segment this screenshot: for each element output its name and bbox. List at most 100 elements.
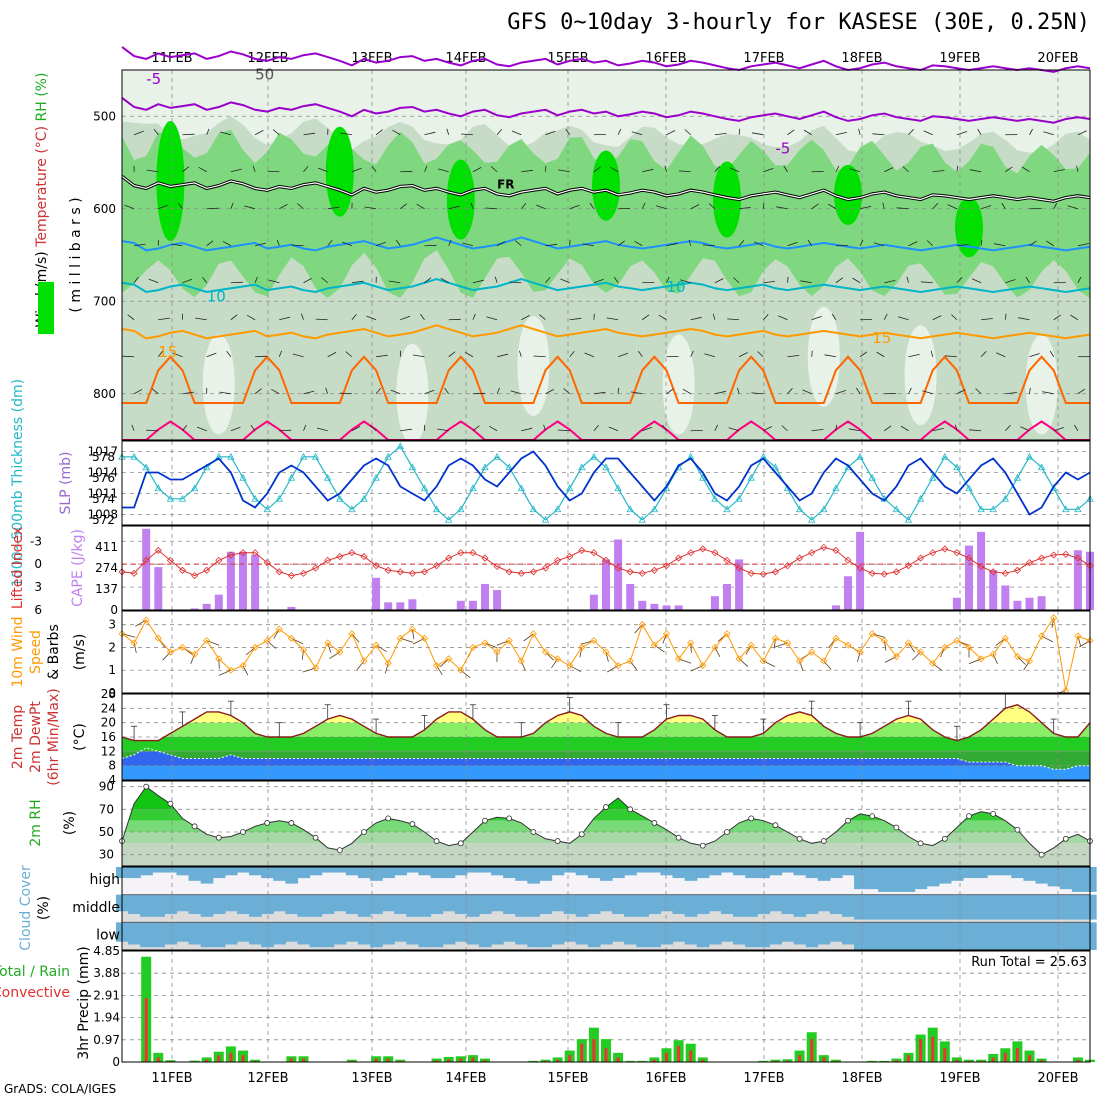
rh2m-point xyxy=(144,784,149,789)
cloud-bar-low xyxy=(237,922,250,941)
cape-bar xyxy=(1038,596,1046,610)
cloud-bar-high xyxy=(176,867,189,875)
contour-label: -5 xyxy=(775,139,790,157)
temp-axis-label: 2m Temp xyxy=(10,705,26,769)
cape-bar xyxy=(735,559,743,610)
cloud-bar-high xyxy=(806,867,819,878)
cloud-bar-middle xyxy=(854,895,867,920)
cloud-bar-middle xyxy=(685,895,698,917)
cloud-bar-high xyxy=(902,867,915,892)
cloud-bar-high xyxy=(939,867,952,884)
cloud-bar-low xyxy=(915,922,928,950)
cloud-bar-low xyxy=(285,922,298,941)
upper-air-panel: -5-5FR1010151550 xyxy=(122,47,1090,444)
cloud-bar-high xyxy=(140,867,153,875)
cloud-axis-label: (%) xyxy=(36,896,52,920)
cloud-bar-low xyxy=(660,922,673,944)
contour-label: 10 xyxy=(207,287,226,305)
pressure-tick: 500 xyxy=(93,109,116,123)
temp-panel xyxy=(122,694,1090,780)
temp-axis-label: (°C) xyxy=(72,723,88,751)
rh2m-point xyxy=(1039,852,1044,857)
wind-tick: 3 xyxy=(108,618,116,632)
cloud-bar-low xyxy=(1060,922,1073,950)
rh-saturated-cell xyxy=(156,121,184,241)
cloud-bar-high xyxy=(479,867,492,873)
rh-saturated-cell xyxy=(447,160,475,240)
precip-conv-bar xyxy=(1016,1048,1019,1062)
date-label-bottom: 20FEB xyxy=(1037,1071,1078,1086)
precip-conv-bar xyxy=(157,1057,160,1062)
cloud-bar-high xyxy=(1023,867,1036,881)
cloud-bar-middle xyxy=(1023,895,1036,920)
axis-label-part: CAPE (J/kg) xyxy=(70,529,86,607)
cloud-bar-low xyxy=(999,922,1012,950)
cloud-bar-low xyxy=(261,922,274,947)
cloud-bar-middle xyxy=(987,895,1000,920)
cape-bar xyxy=(626,584,634,610)
precip-axis-label: 3hr Precip (mm) xyxy=(76,946,92,1059)
cloud-bar-middle xyxy=(418,895,431,917)
cloud-bar-high xyxy=(1048,867,1061,886)
cloud-bar-low xyxy=(394,922,407,941)
cape-bar xyxy=(711,596,719,610)
cloud-bar-middle xyxy=(1072,895,1085,920)
cloud-bar-low xyxy=(310,922,323,947)
cloud-bar-middle xyxy=(479,895,492,914)
cloud-bar-low xyxy=(1011,922,1024,950)
cape-bar xyxy=(396,602,404,610)
pressure-tick: 800 xyxy=(93,387,116,401)
cape-bar xyxy=(408,599,416,610)
cloud-bar-low xyxy=(346,922,359,941)
cape-bar xyxy=(154,567,162,610)
cape-bar xyxy=(469,601,477,610)
wind-tick: 1 xyxy=(108,663,116,677)
wind-tick: 2 xyxy=(108,640,116,654)
axis-label-part: & Barbs xyxy=(46,624,62,680)
cloud-bar-middle xyxy=(128,895,141,914)
cloud-bar-middle xyxy=(878,895,891,920)
cloud-bar-high xyxy=(721,867,734,873)
rh2m-point xyxy=(216,835,221,840)
rh-tick: 90 xyxy=(99,780,114,794)
rh2m-point xyxy=(1063,836,1068,841)
cloud-bar-low xyxy=(588,922,601,947)
cape-bar xyxy=(844,576,852,610)
cloud-bar-low xyxy=(624,922,637,944)
cloud-bar-low xyxy=(418,922,431,947)
temp-tick: 20 xyxy=(101,716,116,730)
cloud-bar-low xyxy=(552,922,565,944)
cloud-bar-middle xyxy=(225,895,238,912)
cloud-bar-high xyxy=(1036,867,1049,884)
cape-bar xyxy=(723,584,731,610)
rh2m-point xyxy=(192,824,197,829)
rh2m-point xyxy=(386,816,391,821)
cloud-bar-high xyxy=(660,867,673,875)
cloud-bar-high xyxy=(310,867,323,875)
cloud-bar-middle xyxy=(189,895,202,914)
precip-conv-bar xyxy=(217,1055,220,1062)
cloud-bar-middle xyxy=(818,895,831,912)
cloud-bar-high xyxy=(685,867,698,881)
precip-conv-bar xyxy=(387,1059,390,1062)
rh2m-point xyxy=(362,830,367,835)
dew-band-low xyxy=(122,766,1090,780)
temp-axis-label: 2m DewPt xyxy=(28,701,44,773)
cloud-bar-low xyxy=(721,922,734,941)
cloud-bar-middle xyxy=(358,895,371,917)
rh2m-point xyxy=(265,820,270,825)
rh2m-point xyxy=(337,848,342,853)
cloud-bar-middle xyxy=(539,895,552,914)
cloud-bar-high xyxy=(915,867,928,889)
cloud-panel xyxy=(116,867,1097,950)
cloud-bar-high xyxy=(890,867,903,892)
cloud-bar-middle xyxy=(491,895,504,912)
rh2m-point xyxy=(894,825,899,830)
cloud-bar-high xyxy=(394,867,407,875)
slp-tick: 1008 xyxy=(87,508,118,522)
precip-conv-bar xyxy=(229,1053,232,1062)
pressure-axis-label: ( m i l l i b a r s ) xyxy=(68,197,84,312)
cloud-bar-low xyxy=(794,922,807,944)
axis-label-part: Temperature (°C) xyxy=(34,126,50,251)
